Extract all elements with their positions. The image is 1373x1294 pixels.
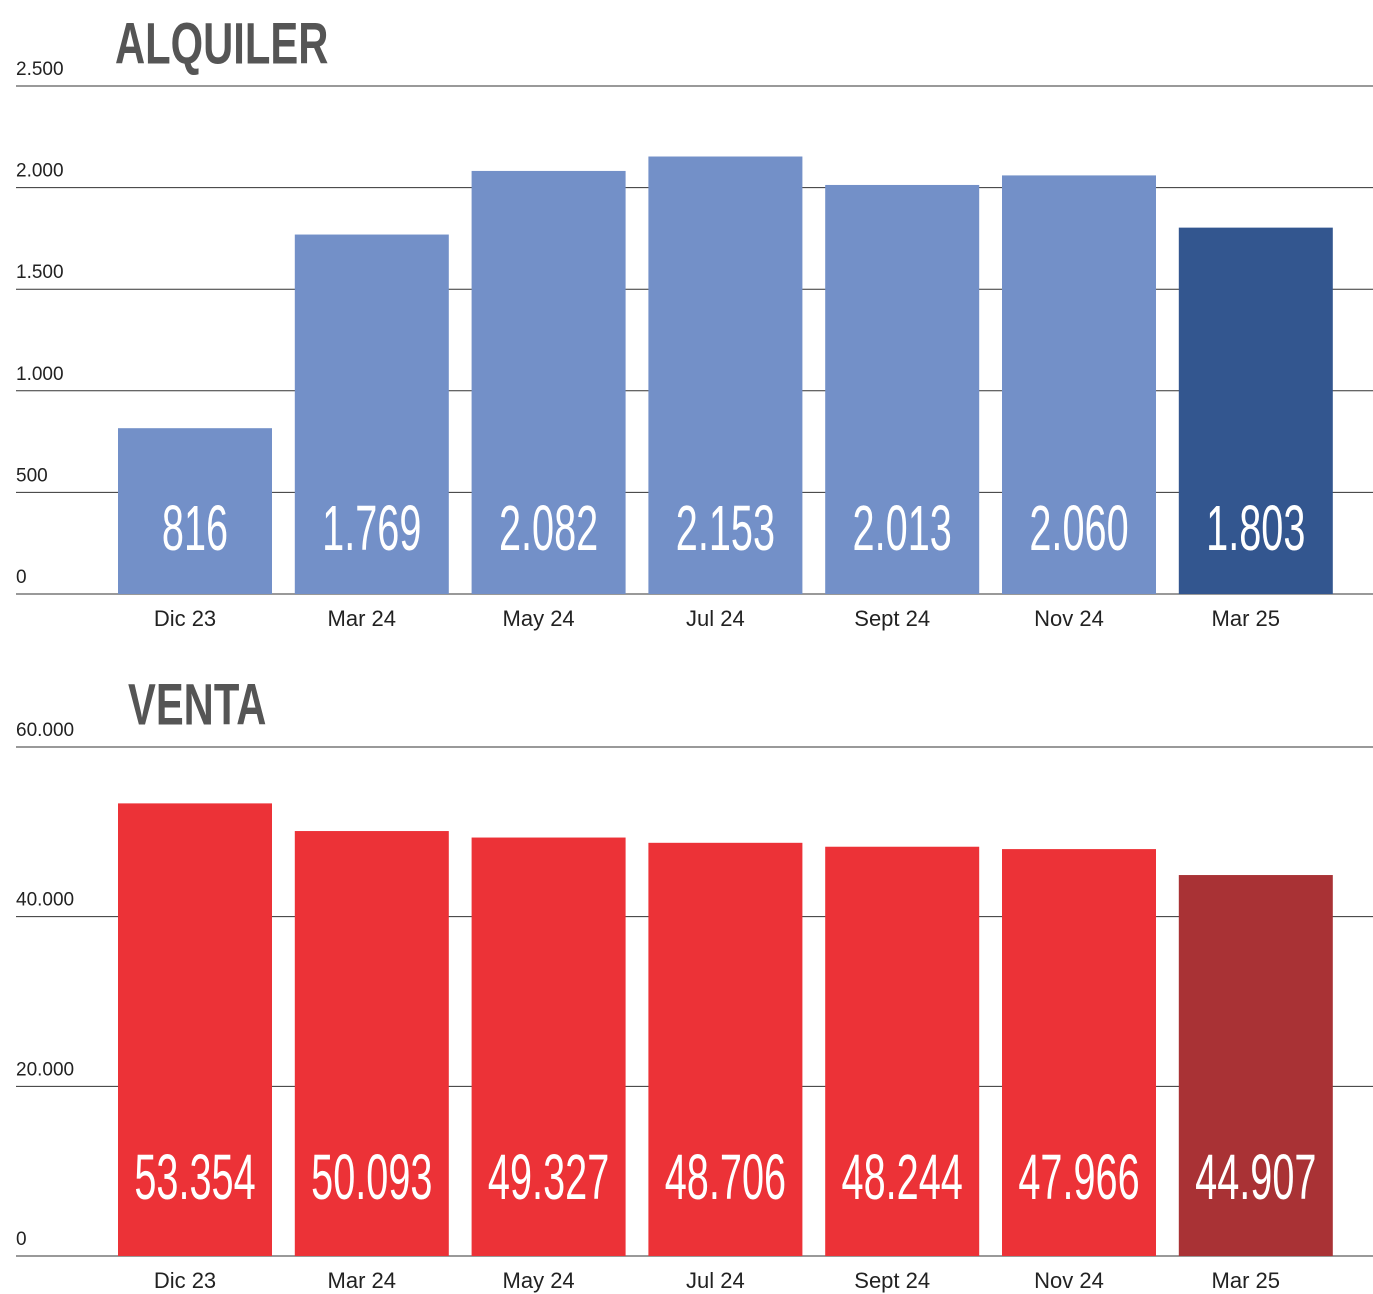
bar: [1178, 227, 1333, 594]
value-label: 48.706: [665, 1142, 786, 1213]
x-tick-label: Sept 24: [854, 606, 930, 631]
bar: [294, 831, 449, 1256]
y-tick-label: 60.000: [16, 720, 74, 741]
chart-title: ALQUILER: [115, 11, 328, 76]
y-tick-label: 2.000: [16, 161, 64, 182]
value-label: 49.327: [488, 1142, 609, 1213]
y-tick-label: 0: [16, 567, 27, 588]
x-tick-label: Sept 24: [854, 1268, 930, 1293]
x-tick-label: May 24: [503, 1268, 575, 1293]
x-tick-label: Dic 23: [154, 606, 216, 631]
x-tick-label: Nov 24: [1034, 606, 1104, 631]
y-tick-label: 500: [16, 465, 48, 486]
value-label: 1.803: [1206, 493, 1305, 564]
y-tick-label: 1.500: [16, 262, 64, 283]
value-label: 44.907: [1195, 1142, 1316, 1213]
value-label: 2.060: [1029, 493, 1128, 564]
bar: [648, 842, 803, 1256]
x-tick-label: Nov 24: [1034, 1268, 1104, 1293]
value-label: 2.153: [676, 493, 775, 564]
x-tick-label: Mar 25: [1212, 1268, 1280, 1293]
bar: [1002, 849, 1156, 1256]
chart-title: VENTA: [128, 672, 266, 737]
x-tick-label: Jul 24: [686, 606, 745, 631]
x-tick-label: May 24: [503, 606, 575, 631]
bar: [294, 234, 449, 595]
y-tick-label: 1.000: [16, 364, 64, 385]
value-label: 816: [162, 493, 228, 564]
value-label: 48.244: [842, 1142, 963, 1213]
y-tick-label: 40.000: [16, 890, 74, 911]
value-label: 50.093: [311, 1142, 432, 1213]
bar: [471, 837, 626, 1256]
value-label: 47.966: [1018, 1142, 1139, 1213]
x-tick-label: Mar 24: [328, 1268, 396, 1293]
value-label: 2.013: [853, 493, 952, 564]
value-label: 2.082: [499, 493, 598, 564]
x-tick-label: Dic 23: [154, 1268, 216, 1293]
value-label: 1.769: [322, 493, 421, 564]
value-label: 53.354: [134, 1142, 255, 1213]
y-tick-label: 0: [16, 1229, 27, 1250]
x-tick-label: Mar 25: [1212, 606, 1280, 631]
bar: [471, 170, 626, 594]
y-tick-label: 20.000: [16, 1059, 74, 1080]
bar: [118, 803, 272, 1256]
x-tick-label: Mar 24: [328, 606, 396, 631]
bar: [825, 184, 980, 594]
bar: [825, 846, 980, 1256]
x-tick-label: Jul 24: [686, 1268, 745, 1293]
bar: [648, 156, 803, 594]
bar: [118, 428, 272, 594]
bar: [1178, 875, 1333, 1256]
y-tick-label: 2.500: [16, 59, 64, 80]
bar: [1002, 175, 1156, 594]
